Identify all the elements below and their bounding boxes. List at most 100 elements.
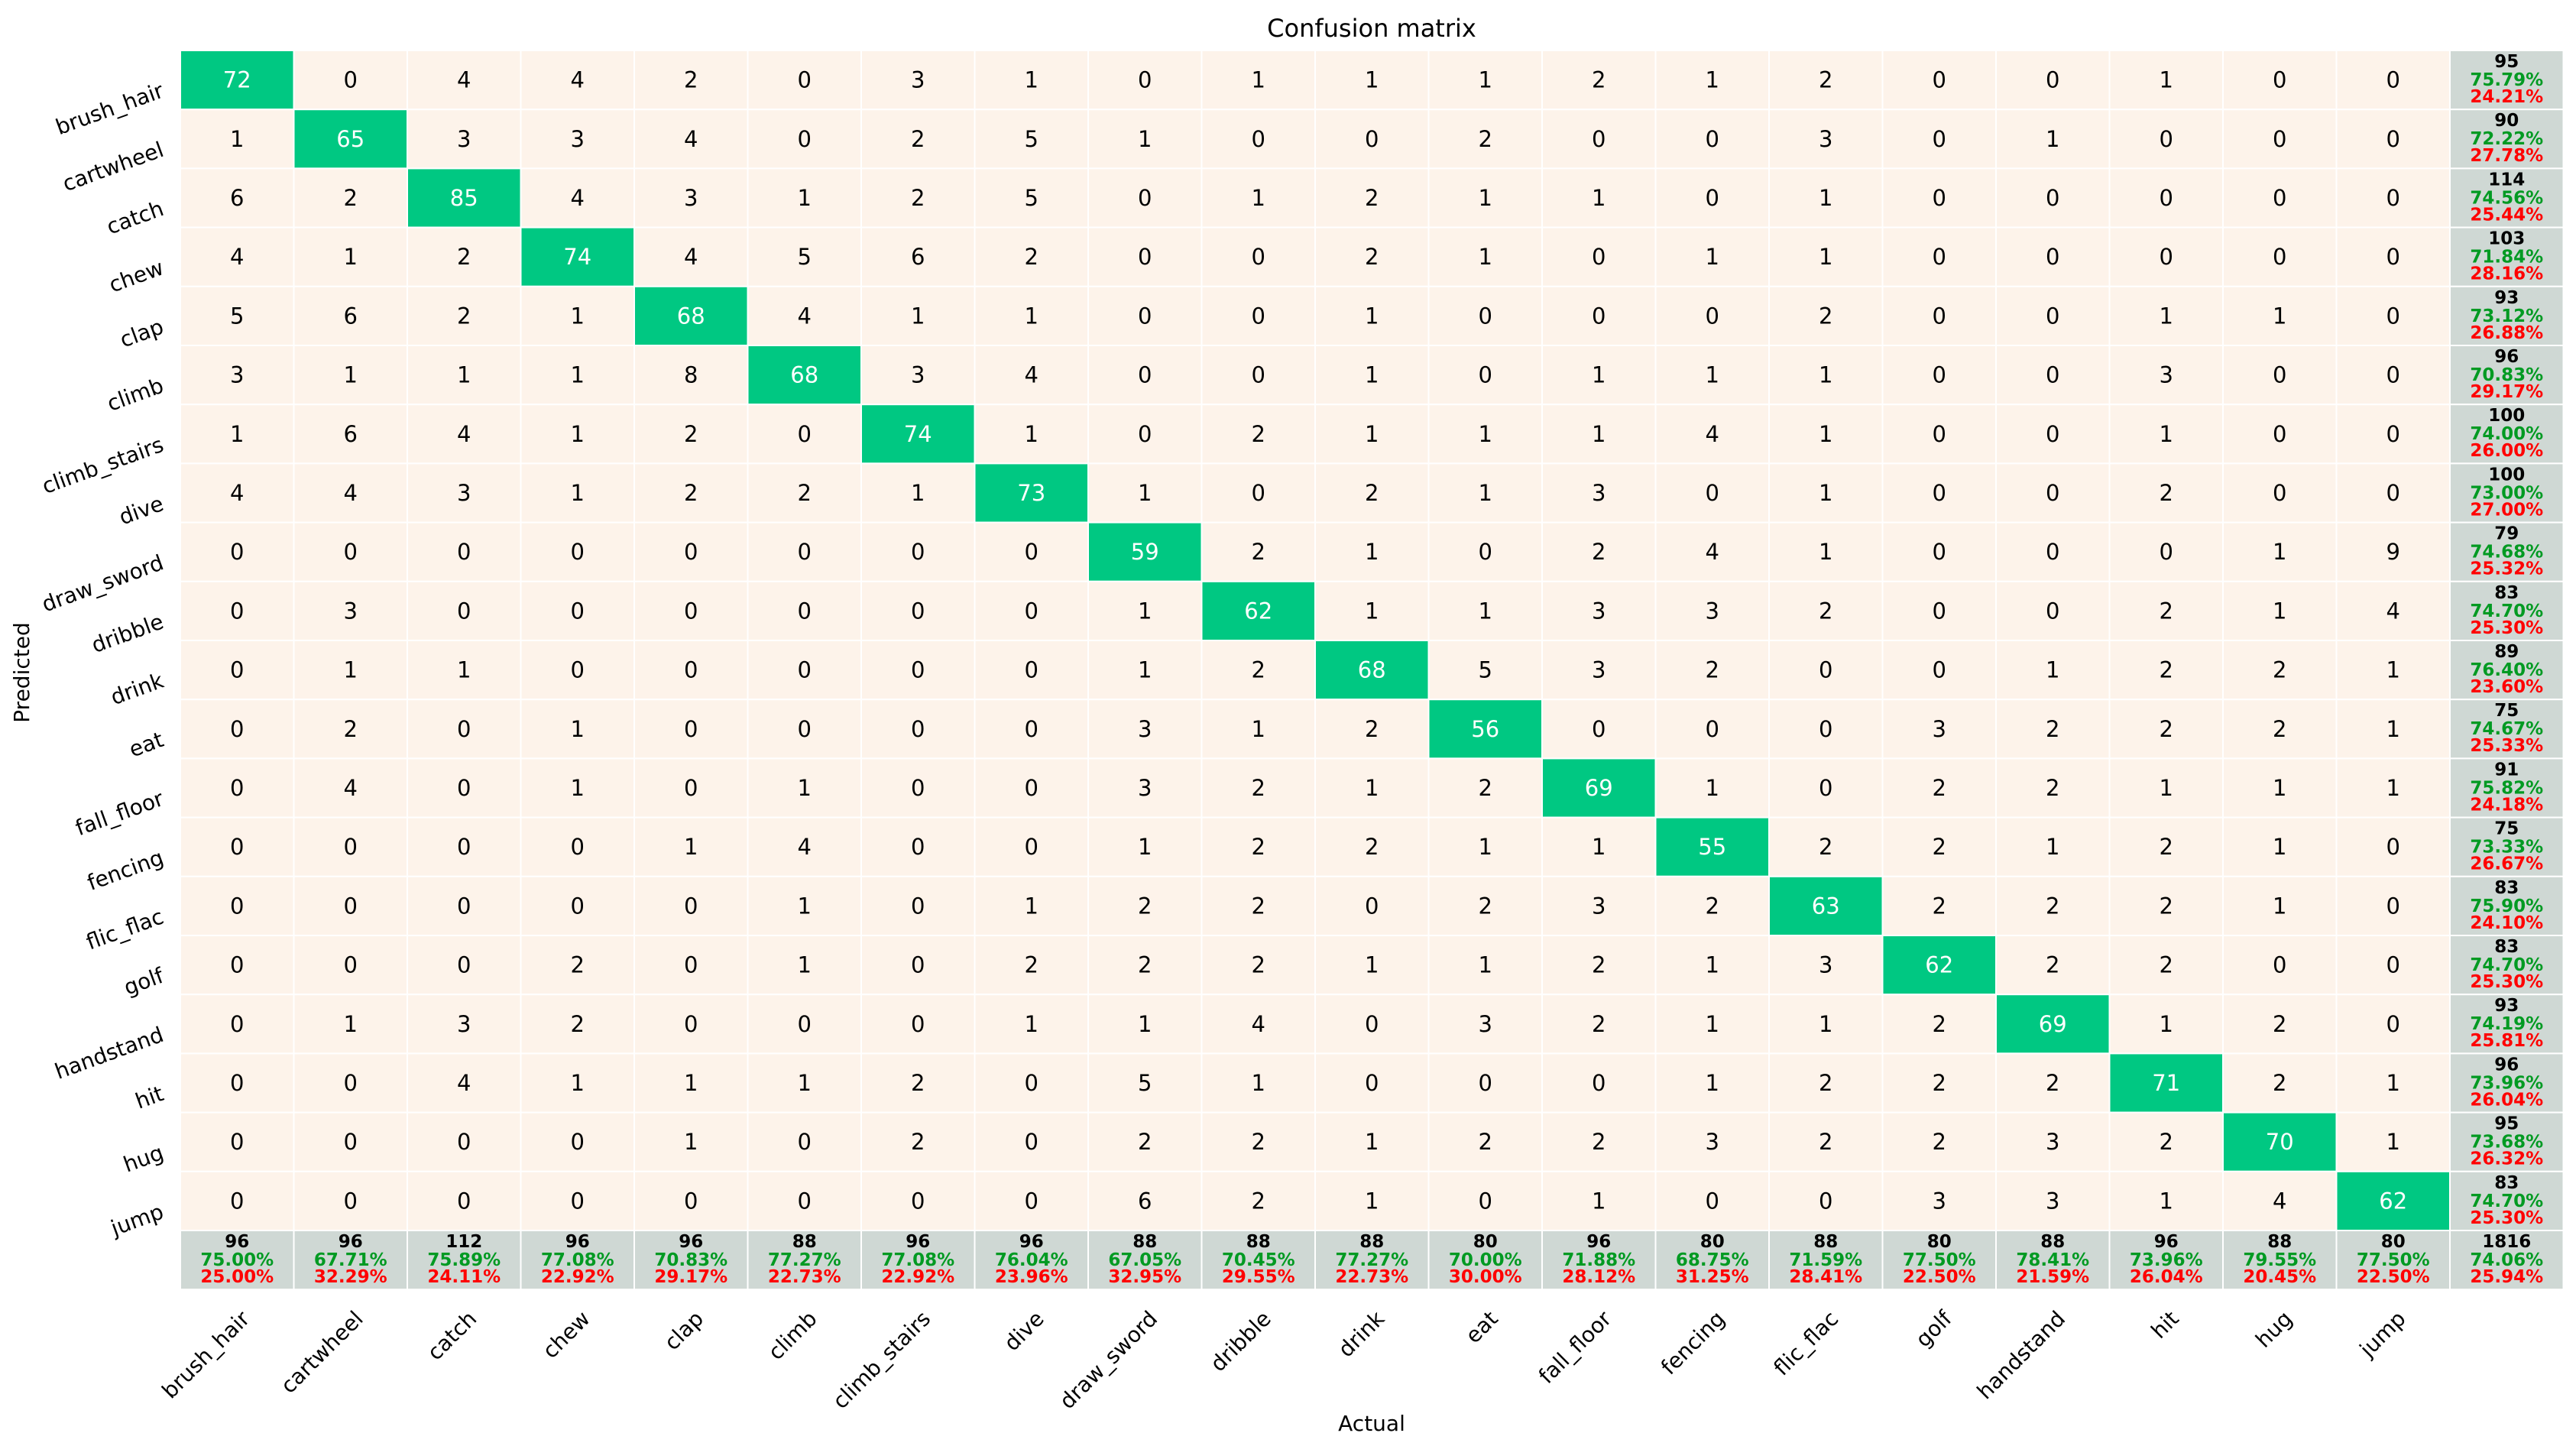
cell-value-5-5: 68: [790, 362, 818, 388]
cell-value-5-12: 1: [1592, 362, 1606, 388]
row-summary-16: [2449, 994, 2565, 1055]
cell-value-1-9: 0: [1252, 126, 1265, 152]
cell-value-11-19: 1: [2386, 716, 2400, 742]
y-tick-hit: hit: [132, 1081, 167, 1114]
cell-18-0: [180, 1111, 295, 1172]
cell-15-7: [974, 935, 1089, 996]
x-tick-hug: hug: [2250, 1306, 2297, 1353]
row-summary-6: [2449, 404, 2565, 465]
cell-value-17-14: 2: [1819, 1070, 1832, 1096]
cell-17-14: [1768, 1052, 1884, 1114]
cell-16-6: [860, 994, 976, 1055]
cell-value-6-19: 0: [2386, 421, 2400, 447]
x-tick-fencing: fencing: [1656, 1306, 1730, 1380]
cell-9-0: [180, 580, 295, 641]
cell-value-5-6: 3: [911, 362, 925, 388]
col-summary-4-correct: 70.83%: [654, 1250, 727, 1270]
row-summary-17: [2449, 1052, 2565, 1114]
cell-value-2-2: 85: [450, 185, 478, 211]
cell-value-5-11: 0: [1479, 362, 1492, 388]
cell-14-19: [2335, 875, 2451, 937]
cell-value-17-16: 2: [2046, 1070, 2059, 1096]
col-summary-18-error: 20.45%: [2243, 1267, 2316, 1287]
cell-value-8-11: 0: [1479, 539, 1492, 565]
cell-value-1-7: 5: [1025, 126, 1039, 152]
cell-4-3: [520, 285, 635, 346]
cell-value-19-17: 1: [2160, 1188, 2173, 1214]
x-tick-jump: jump: [2354, 1306, 2411, 1363]
cell-9-13: [1654, 580, 1770, 641]
cell-8-5: [747, 521, 862, 582]
cell-value-4-10: 1: [1365, 303, 1379, 329]
cell-value-6-17: 1: [2160, 421, 2173, 447]
row-summary-13-correct: 73.33%: [2470, 838, 2543, 858]
cell-10-11: [1427, 640, 1543, 701]
cell-0-11: [1427, 50, 1543, 111]
cell-19-15: [1881, 1170, 1997, 1232]
row-summary-10-correct: 76.40%: [2470, 660, 2543, 680]
cell-value-2-17: 0: [2160, 185, 2173, 211]
cell-value-16-9: 4: [1252, 1011, 1265, 1037]
cell-value-1-14: 3: [1819, 126, 1832, 152]
cell-value-12-16: 2: [2046, 775, 2059, 801]
cell-value-13-9: 2: [1252, 834, 1265, 860]
cell-value-15-14: 3: [1819, 952, 1832, 978]
cell-value-9-16: 0: [2046, 598, 2059, 624]
cell-10-17: [2108, 640, 2224, 701]
cell-0-9: [1201, 50, 1316, 111]
cell-value-9-9: 62: [1244, 598, 1272, 624]
cell-value-15-11: 1: [1479, 952, 1492, 978]
col-summary-18: [2222, 1230, 2338, 1291]
cell-9-16: [1995, 580, 2111, 641]
matrix-cells: 72 0 4 4 2 0 3 1 0 1 1 1 2 1 2 0 0 1 0 01 65 3 3 4 0 2 5 1 0 0 2 0 0 3 0 1 0…: [180, 50, 2451, 1232]
cell-value-19-19: 62: [2379, 1188, 2407, 1214]
cell-value-1-19: 0: [2386, 126, 2400, 152]
cell-value-7-18: 0: [2273, 480, 2286, 506]
cell-6-11: [1427, 404, 1543, 465]
cell-6-1: [293, 404, 408, 465]
col-summary-11-correct: 70.00%: [1449, 1250, 1522, 1270]
cell-value-17-4: 1: [684, 1070, 698, 1096]
cell-value-4-14: 2: [1819, 303, 1832, 329]
cell-value-14-6: 0: [911, 893, 925, 919]
cell-12-6: [860, 757, 976, 819]
row-summary-1: [2449, 109, 2565, 170]
cell-value-8-17: 0: [2160, 539, 2173, 565]
cell-value-2-18: 0: [2273, 185, 2286, 211]
cell-6-5: [747, 404, 862, 465]
cell-value-11-11: 56: [1471, 716, 1499, 742]
y-tick-hug: hug: [120, 1140, 167, 1177]
cell-value-14-15: 2: [1933, 893, 1946, 919]
cell-value-17-2: 4: [457, 1070, 471, 1096]
cell-5-6: [860, 345, 976, 406]
row-summary-13-total: 75: [2494, 819, 2519, 839]
x-tick-catch: catch: [423, 1306, 482, 1366]
cell-1-18: [2222, 109, 2338, 170]
cell-value-5-2: 1: [457, 362, 471, 388]
cell-2-7: [974, 167, 1089, 229]
cell-value-18-4: 1: [684, 1129, 698, 1155]
cell-17-4: [633, 1052, 749, 1114]
row-summary-19: [2449, 1170, 2565, 1232]
cell-value-10-5: 0: [798, 657, 812, 683]
cell-value-8-16: 0: [2046, 539, 2059, 565]
col-summary-19: [2335, 1230, 2451, 1291]
cell-value-14-12: 3: [1592, 893, 1606, 919]
row-summary-2-total: 114: [2488, 170, 2525, 190]
cell-value-15-12: 2: [1592, 952, 1606, 978]
cell-value-13-15: 2: [1933, 834, 1946, 860]
cell-5-4: [633, 345, 749, 406]
cell-6-2: [407, 404, 522, 465]
cell-value-16-17: 1: [2160, 1011, 2173, 1037]
cell-value-4-18: 1: [2273, 303, 2286, 329]
cell-value-15-4: 0: [684, 952, 698, 978]
col-summary-12-total: 96: [1586, 1232, 1611, 1252]
cell-9-8: [1087, 580, 1203, 641]
cell-19-19: [2335, 1170, 2451, 1232]
cell-0-17: [2108, 50, 2224, 111]
cell-value-9-1: 3: [344, 598, 358, 624]
row-summary-12-error: 24.18%: [2470, 795, 2543, 815]
cell-value-6-5: 0: [798, 421, 812, 447]
x-tick-drink: drink: [1333, 1305, 1390, 1362]
cell-3-18: [2222, 226, 2338, 287]
